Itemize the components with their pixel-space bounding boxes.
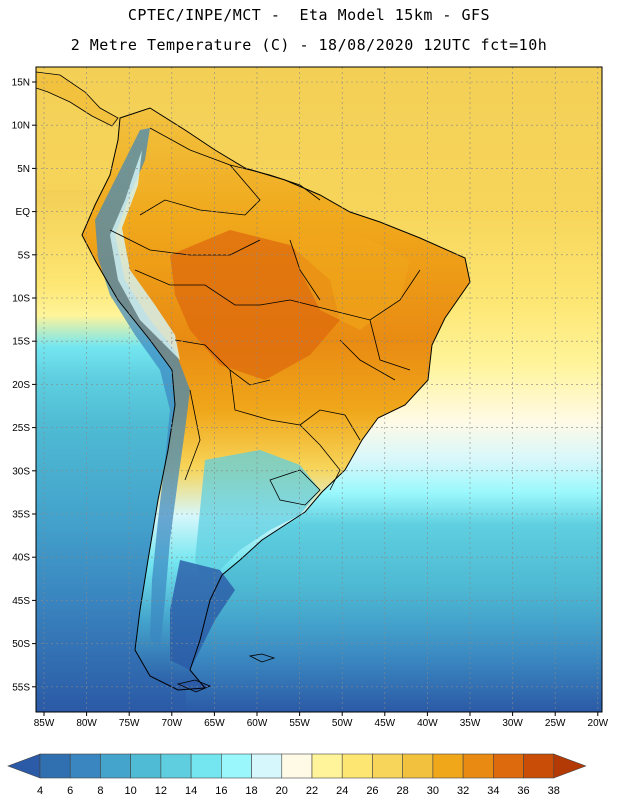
colorbar-label: 26 <box>366 785 378 797</box>
colorbar-label: 4 <box>37 785 43 797</box>
colorbar-label: 12 <box>155 785 167 797</box>
colorbar-arrow-high <box>553 753 587 779</box>
colorbar-label: 22 <box>306 785 318 797</box>
lat-label: 10N <box>12 121 30 132</box>
patagonia-cold <box>170 560 235 670</box>
lon-label: 45W <box>375 718 396 729</box>
lat-label: 55S <box>12 682 30 693</box>
temperature-colorbar: 4 6 8 10 12 14 16 18 20 22 24 26 28 30 32 34 36 38 <box>7 753 587 797</box>
colorbar-label: 20 <box>276 785 288 797</box>
colorbar-label: 14 <box>185 785 197 797</box>
colorbar-label: 6 <box>67 785 73 797</box>
lat-label: 35S <box>12 510 30 521</box>
colorbar-swatch <box>281 753 313 779</box>
colorbar-swatch <box>372 753 403 779</box>
lon-label: 80W <box>76 718 97 729</box>
colorbar-label: 28 <box>397 785 409 797</box>
lon-label: 35W <box>460 718 481 729</box>
lon-label: 40W <box>417 718 438 729</box>
colorbar-arrow-low <box>7 753 41 779</box>
lat-label: 45S <box>12 596 30 607</box>
longitude-axis: 85W 80W 75W 70W 65W 60W 55W 50W 45W 40W 35W 30W 25W 2… <box>34 712 609 729</box>
colorbar-swatch <box>523 753 555 779</box>
colorbar-swatch <box>100 753 131 779</box>
lon-label: 70W <box>162 718 183 729</box>
colorbar-swatch <box>462 753 494 779</box>
colorbar-label: 36 <box>517 785 529 797</box>
colorbar-label: 8 <box>97 785 103 797</box>
lat-label: 30S <box>12 466 30 477</box>
lon-label: 65W <box>204 718 225 729</box>
map-area <box>36 67 602 712</box>
andes-peaks <box>110 150 180 360</box>
coastline <box>81 107 471 691</box>
colorbar-label: 30 <box>427 785 439 797</box>
colorbar-label: 18 <box>245 785 257 797</box>
lat-label: 15S <box>12 337 30 348</box>
colorbar-label: 32 <box>457 785 469 797</box>
lon-label: 85W <box>34 718 55 729</box>
colorbar-swatch <box>221 753 252 779</box>
colorbar-swatch <box>341 753 373 779</box>
colorbar-swatch <box>311 753 343 779</box>
colorbar-swatch <box>39 753 71 779</box>
colorbar-swatch <box>190 753 222 779</box>
central-america-land <box>36 71 119 127</box>
lat-label: 5S <box>18 250 31 261</box>
map-title-line1: CPTEC/INPE/MCT - Eta Model 15km - GFS <box>127 6 491 24</box>
lon-label: 30W <box>502 718 523 729</box>
lat-label: 50S <box>12 639 30 650</box>
lon-label: 60W <box>247 718 268 729</box>
lon-label: 75W <box>119 718 140 729</box>
country-borders <box>109 127 421 506</box>
lat-label: 5N <box>17 164 30 175</box>
lat-label: 20S <box>12 380 30 391</box>
colorbar-swatch <box>251 753 283 779</box>
colorbar-label: 10 <box>125 785 137 797</box>
graticule <box>36 67 602 712</box>
map-title-line2: 2 Metre Temperature (C) - 18/08/2020 12U… <box>70 36 548 54</box>
colorbar-label: 24 <box>336 785 348 797</box>
lon-label: 50W <box>332 718 353 729</box>
colorbar-swatch <box>160 753 192 779</box>
colorbar-label: 38 <box>548 785 560 797</box>
map-frame <box>35 66 603 713</box>
colorbar-label: 34 <box>487 785 499 797</box>
southern-cone-cool <box>195 450 320 590</box>
lat-label: 15N <box>12 78 30 89</box>
warm-northeast-region <box>290 230 410 330</box>
lon-label: 55W <box>289 718 310 729</box>
lat-label: EQ <box>16 207 31 218</box>
colorbar-label: 16 <box>215 785 227 797</box>
colorbar-swatch <box>402 753 434 779</box>
lat-label: 25S <box>12 423 30 434</box>
lat-label: 40S <box>12 553 30 564</box>
colorbar-swatch <box>130 753 162 779</box>
colorbar-swatch <box>432 753 464 779</box>
lat-label: 10S <box>12 294 30 305</box>
colorbar-swatch <box>493 753 524 779</box>
lon-label: 20W <box>588 718 609 729</box>
lon-label: 25W <box>545 718 566 729</box>
latitude-axis: 15N 10N 5N EQ 5S 10S 15S 20S 25S 30S 35S 40S 45S 50S 5… <box>12 78 36 693</box>
colorbar-swatch <box>69 753 101 779</box>
falkland-islands <box>248 653 276 663</box>
